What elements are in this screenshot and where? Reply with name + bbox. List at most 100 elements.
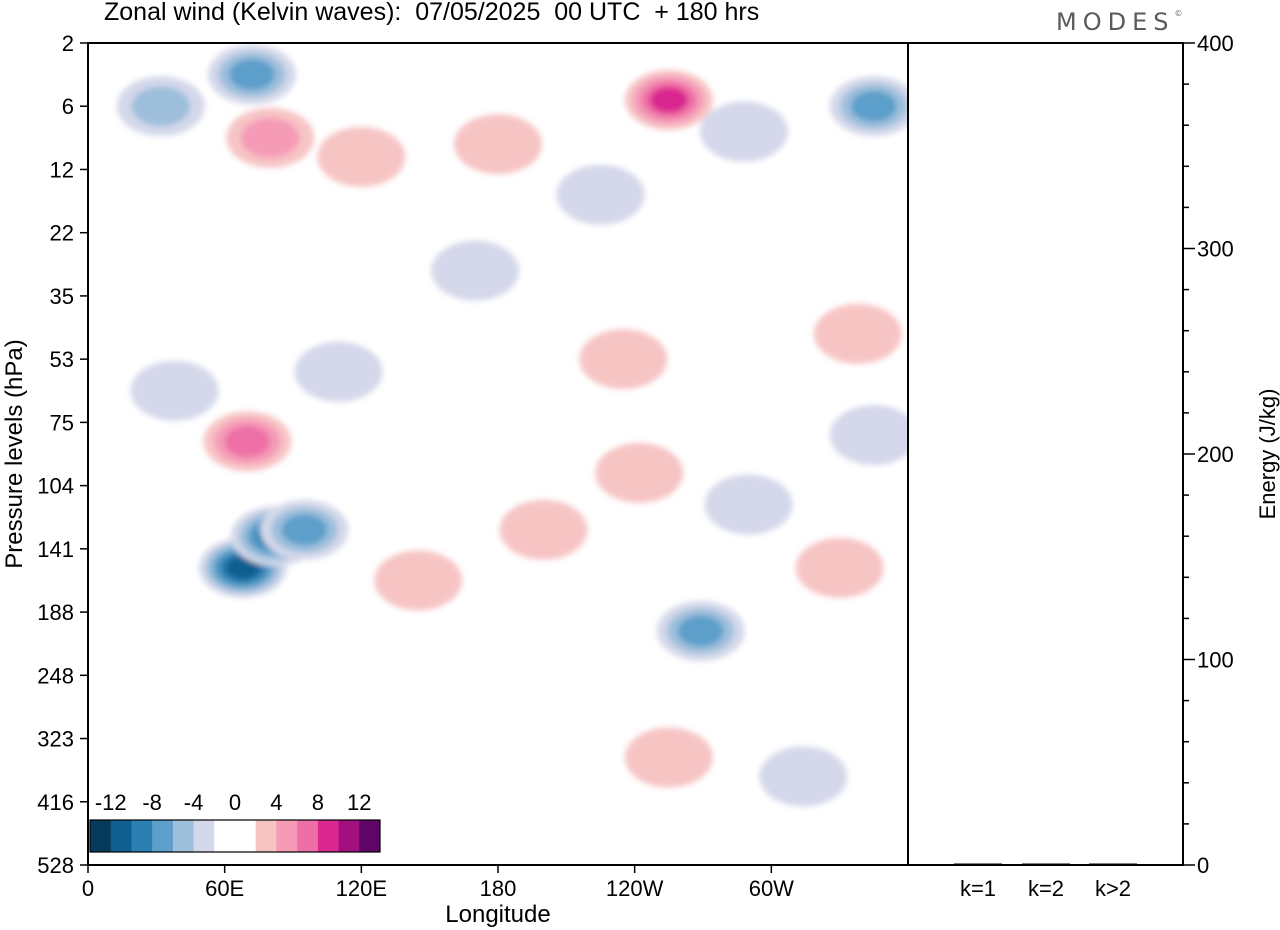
colorbar-swatch: [235, 820, 257, 852]
x-axis: 0 60E 120E 180 120W 60W: [82, 865, 794, 901]
y-tick-label: 2: [62, 31, 74, 56]
colorbar-label: 8: [312, 790, 324, 815]
energy-bar-label: k=1: [960, 876, 996, 901]
energy-frame: [907, 42, 1184, 866]
heatmap-cell: [624, 727, 713, 788]
modes-logo: MODES©: [1056, 8, 1182, 36]
heatmap-cell: [499, 499, 588, 560]
heatmap-cell: [374, 550, 463, 611]
y-axis: 2 6 12 22 35 53 75 104 141 188 248 323 416 528: [37, 31, 88, 878]
x-tick-label: 60E: [205, 876, 244, 901]
y-tick-label: 416: [37, 790, 74, 815]
contour-level: [759, 746, 848, 807]
heatmap-cell: [759, 746, 848, 807]
energy-bar: [954, 863, 1002, 865]
heatmap-cell: [317, 126, 406, 187]
y-tick-label: 104: [37, 474, 74, 499]
chart-title: Zonal wind (Kelvin waves): 07/05/2025 00…: [104, 0, 760, 26]
contour-level: [677, 615, 724, 647]
contour-level: [813, 303, 902, 364]
contour-level: [649, 86, 689, 113]
y-tick-label: 528: [37, 853, 74, 878]
energy-bar-label: k>2: [1095, 876, 1131, 901]
heatmap-cell: [813, 303, 902, 364]
colorbar-swatch: [131, 820, 153, 852]
heatmap-cell: [829, 76, 908, 137]
contour-level: [579, 329, 668, 390]
energy-tick-label: 0: [1197, 853, 1209, 878]
heatmap-cell: [700, 101, 788, 162]
colorbar-label: 0: [229, 790, 241, 815]
colorbar-swatch: [297, 820, 319, 852]
contour-level: [240, 117, 300, 158]
y-tick-label: 188: [37, 600, 74, 625]
heatmap-cell: [431, 240, 520, 301]
colorbar-swatch: [214, 820, 236, 852]
heatmap-cell: [624, 69, 713, 130]
y-tick-label: 75: [50, 410, 74, 435]
contour-level: [229, 59, 275, 91]
heatmap-cell: [203, 411, 292, 472]
y-tick-label: 248: [37, 663, 74, 688]
x-tick-label: 60W: [749, 876, 794, 901]
energy-tick-label: 200: [1197, 442, 1234, 467]
energy-tick-label: 100: [1197, 648, 1234, 673]
heatmap-cell: [829, 405, 908, 466]
contour-level: [624, 727, 713, 788]
heatmap-cell: [579, 329, 668, 390]
colorbar-swatch: [276, 820, 298, 852]
heatmap-cell: [704, 474, 793, 535]
contour-level: [454, 114, 542, 175]
heatmap-cell: [556, 164, 645, 225]
brand-text: MODES: [1056, 8, 1175, 36]
colorbar-label: -12: [95, 790, 127, 815]
contour-level: [829, 405, 908, 466]
heatmap-cell: [116, 76, 205, 137]
energy-bars: k=1 k=2 k>2: [954, 863, 1137, 901]
contour-level: [704, 474, 793, 535]
colorbar-swatch: [359, 820, 381, 852]
x-axis-label: Longitude: [445, 901, 550, 928]
y-tick-label: 12: [50, 157, 74, 182]
heatmap-field: [116, 44, 908, 807]
heatmap-cell: [226, 107, 315, 168]
x-tick-label: 120W: [606, 876, 664, 901]
contour-level: [700, 101, 788, 162]
contour-level: [850, 90, 897, 122]
y-tick-label: 22: [50, 221, 74, 246]
heatmap-cell: [294, 341, 383, 402]
brand-mark: ©: [1174, 9, 1183, 18]
colorbar-swatch: [90, 820, 112, 852]
contour-level: [226, 556, 260, 580]
colorbar-label: 4: [270, 790, 282, 815]
colorbar-label: -4: [184, 790, 204, 815]
colorbar: -12 -8 -4 0 4 8 12: [89, 790, 381, 853]
heatmap-cell: [260, 499, 349, 560]
energy-bar: [1022, 863, 1070, 865]
contour-level: [795, 537, 884, 598]
contour-level: [224, 425, 271, 457]
x-tick-label: 0: [82, 876, 94, 901]
contour-level: [374, 550, 463, 611]
contour-level: [281, 514, 328, 546]
colorbar-swatch: [193, 820, 215, 852]
heatmap-cell: [656, 601, 745, 662]
colorbar-frame: [89, 819, 381, 853]
colorbar-swatch: [317, 820, 339, 852]
heatmap-cell: [454, 114, 542, 175]
colorbar-swatch: [255, 820, 277, 852]
contour-level: [131, 86, 191, 127]
colorbar-swatch: [152, 820, 174, 852]
contour-level: [595, 442, 684, 503]
heatmap-cell: [795, 537, 884, 598]
energy-tick-label: 300: [1197, 237, 1234, 262]
energy-axis: 0 100 200 300 400: [1183, 31, 1234, 878]
colorbar-label: -8: [142, 790, 162, 815]
heatmap-cell: [595, 442, 684, 503]
y-tick-label: 141: [37, 537, 74, 562]
heatmap-cell: [130, 360, 219, 421]
contour-level: [294, 341, 383, 402]
colorbar-swatch: [110, 820, 132, 852]
